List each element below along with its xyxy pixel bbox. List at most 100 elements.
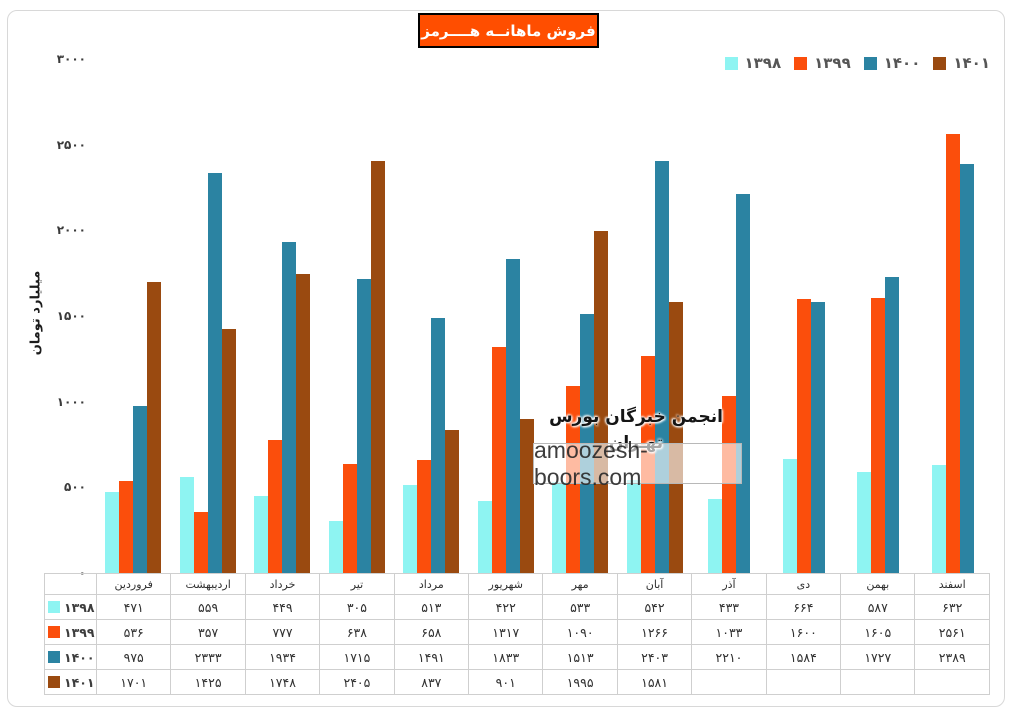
bar-1400-1 xyxy=(133,405,148,573)
bar-1398-8 xyxy=(626,480,641,573)
bar-group-11 xyxy=(841,59,916,573)
value-cell-1401-10 xyxy=(765,669,842,695)
bar-1399-4 xyxy=(342,463,357,573)
year-row-header-1399: ۱۳۹۹ xyxy=(44,619,97,645)
bar-1398-7 xyxy=(552,481,567,573)
value-cell-1398-8: ۵۴۲ xyxy=(616,594,693,620)
legend-label-1400: ۱۴۰۰ xyxy=(883,54,921,72)
month-header-cell-9: آذر xyxy=(691,573,767,595)
table-row-1401: ۱۴۰۱ ۱۷۰۱ ۱۴۲۵ ۱۷۴۸ ۲۴۰۵ ۸۳۷ ۹۰۱ ۱۹۹۵ ۱۵۸۱ xyxy=(44,669,990,695)
month-header-cell-5: مرداد xyxy=(393,573,470,595)
bar-group-3 xyxy=(245,59,320,573)
value-cell-1400-12: ۲۳۸۹ xyxy=(914,644,990,670)
value-cell-1399-12: ۲۵۶۱ xyxy=(914,619,990,645)
year-label-1401: ۱۴۰۱ xyxy=(64,674,95,690)
bar-1399-3 xyxy=(268,439,283,573)
bar-group-12 xyxy=(916,59,991,573)
watermark-text: انجمن خبرگان بورس تهـران xyxy=(549,407,723,453)
value-cell-1399-2: ۳۵۷ xyxy=(170,619,246,645)
year-label-1399: ۱۳۹۹ xyxy=(64,624,95,640)
bar-1400-11 xyxy=(885,277,900,573)
value-cell-1398-11: ۵۸۷ xyxy=(840,594,916,620)
bar-group-9 xyxy=(692,59,767,573)
value-cell-1398-3: ۴۴۹ xyxy=(244,594,321,620)
value-cell-1399-4: ۶۳۸ xyxy=(319,619,395,645)
month-header-cell-2: اردیبهشت xyxy=(170,573,246,595)
value-cell-1399-11: ۱۶۰۵ xyxy=(840,619,916,645)
value-cell-1398-9: ۴۳۳ xyxy=(691,594,767,620)
value-cell-1401-11 xyxy=(840,669,916,695)
value-cell-1400-7: ۱۵۱۳ xyxy=(542,644,618,670)
bar-1398-9 xyxy=(708,498,723,573)
value-cell-1400-10: ۱۵۸۴ xyxy=(765,644,842,670)
bar-1398-6 xyxy=(477,500,492,573)
chart-title: فروش ماهانــه هــــرمز xyxy=(418,13,599,48)
value-cell-1399-1: ۵۳۶ xyxy=(95,619,172,645)
value-cell-1401-9 xyxy=(691,669,767,695)
month-header-cell-7: مهر xyxy=(542,573,618,595)
bar-1399-2 xyxy=(193,511,208,573)
value-cell-1399-7: ۱۰۹۰ xyxy=(542,619,618,645)
value-cell-1400-2: ۲۳۳۳ xyxy=(170,644,246,670)
value-cell-1401-7: ۱۹۹۵ xyxy=(542,669,618,695)
year-row-header-1400: ۱۴۰۰ xyxy=(44,644,97,670)
value-cell-1400-1: ۹۷۵ xyxy=(95,644,172,670)
legend-swatch-1398 xyxy=(724,56,738,70)
legend: ۱۳۹۸ ۱۳۹۹ ۱۴۰۰ ۱۴۰۱ xyxy=(724,54,990,72)
bar-1400-3 xyxy=(282,241,297,573)
table-swatch-1401 xyxy=(48,676,60,688)
chart-title-text: فروش ماهانــه هــــرمز xyxy=(421,21,596,40)
table-swatch-1400 xyxy=(48,651,60,663)
data-table-grid: فروردین اردیبهشت خرداد تیر مرداد شهریور مهر آبا… xyxy=(44,573,990,695)
year-row-header-1398: ۱۳۹۸ xyxy=(44,594,97,620)
y-tick-label: ۲۰۰۰ xyxy=(56,223,86,238)
bar-1398-1 xyxy=(105,492,120,573)
bar-1401-7 xyxy=(594,231,609,573)
table-row-1400: ۱۴۰۰ ۹۷۵ ۲۳۳۳ ۱۹۳۴ ۱۷۱۵ ۱۴۹۱ ۱۸۳۳ ۱۵۱۳ ۲۴۰۳ ۲۲۱۰ ۱… xyxy=(44,644,990,670)
year-row-header-1401: ۱۴۰۱ xyxy=(44,669,97,695)
bar-1399-5 xyxy=(417,460,432,573)
legend-item-1401: ۱۴۰۱ xyxy=(933,54,990,72)
value-cell-1399-8: ۱۲۶۶ xyxy=(616,619,693,645)
value-cell-1401-3: ۱۷۴۸ xyxy=(244,669,321,695)
bar-1400-6 xyxy=(505,258,520,573)
bar-group-8 xyxy=(618,59,693,573)
legend-label-1398: ۱۳۹۸ xyxy=(744,54,782,72)
data-table: فروردین اردیبهشت خرداد تیر مرداد شهریور مهر آبا… xyxy=(44,573,990,695)
month-header-cell-11: بهمن xyxy=(840,573,916,595)
month-header-cell-12: اسفند xyxy=(914,573,990,595)
plot-area xyxy=(96,59,990,573)
legend-swatch-1400 xyxy=(863,56,877,70)
legend-label-1399: ۱۳۹۹ xyxy=(814,54,851,72)
bar-group-6 xyxy=(469,59,544,573)
bar-1401-4 xyxy=(370,160,385,573)
bar-1400-12 xyxy=(959,163,974,573)
watermark-domain-text: amoozesh-boors.com xyxy=(534,436,648,490)
bar-1400-8 xyxy=(654,161,669,573)
bar-1399-12 xyxy=(945,134,960,573)
bar-1399-6 xyxy=(491,347,506,573)
bar-1400-4 xyxy=(356,279,371,573)
y-tick-label: ۱۵۰۰ xyxy=(56,309,86,323)
value-cell-1399-9: ۱۰۳۳ xyxy=(691,619,767,645)
legend-item-1399: ۱۳۹۹ xyxy=(794,54,851,72)
value-cell-1398-12: ۶۳۲ xyxy=(914,594,990,620)
year-row-header-content: ۱۳۹۹ xyxy=(48,624,95,640)
value-cell-1400-8: ۲۴۰۳ xyxy=(616,644,693,670)
value-cell-1398-6: ۴۲۲ xyxy=(468,594,544,620)
value-cell-1398-10: ۶۶۴ xyxy=(765,594,842,620)
month-header-cell-3: خرداد xyxy=(244,573,321,595)
y-axis-ticks: ۰ ۵۰۰ ۱۰۰۰ ۱۵۰۰ ۲۰۰۰ ۲۵۰۰ ۳۰۰۰ xyxy=(30,52,86,580)
y-tick-label: ۱۰۰۰ xyxy=(56,394,86,409)
bar-1399-9 xyxy=(722,396,737,573)
bar-1400-9 xyxy=(736,194,751,573)
y-tick-label: ۵۰۰ xyxy=(64,480,86,495)
value-cell-1398-7: ۵۳۳ xyxy=(542,594,618,620)
bar-group-2 xyxy=(171,59,246,573)
bar-group-1 xyxy=(96,59,171,573)
y-tick-label: ۲۵۰۰ xyxy=(56,137,86,152)
bar-group-10 xyxy=(767,59,842,573)
month-header-cell-8: آبان xyxy=(616,573,693,595)
value-cell-1401-5: ۸۳۷ xyxy=(393,669,470,695)
value-cell-1398-2: ۵۵۹ xyxy=(170,594,246,620)
